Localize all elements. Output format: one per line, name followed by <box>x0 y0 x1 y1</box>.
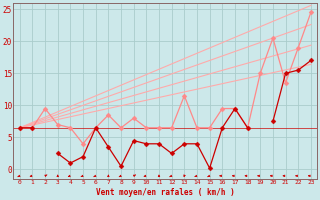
X-axis label: Vent moyen/en rafales ( km/h ): Vent moyen/en rafales ( km/h ) <box>96 188 235 197</box>
